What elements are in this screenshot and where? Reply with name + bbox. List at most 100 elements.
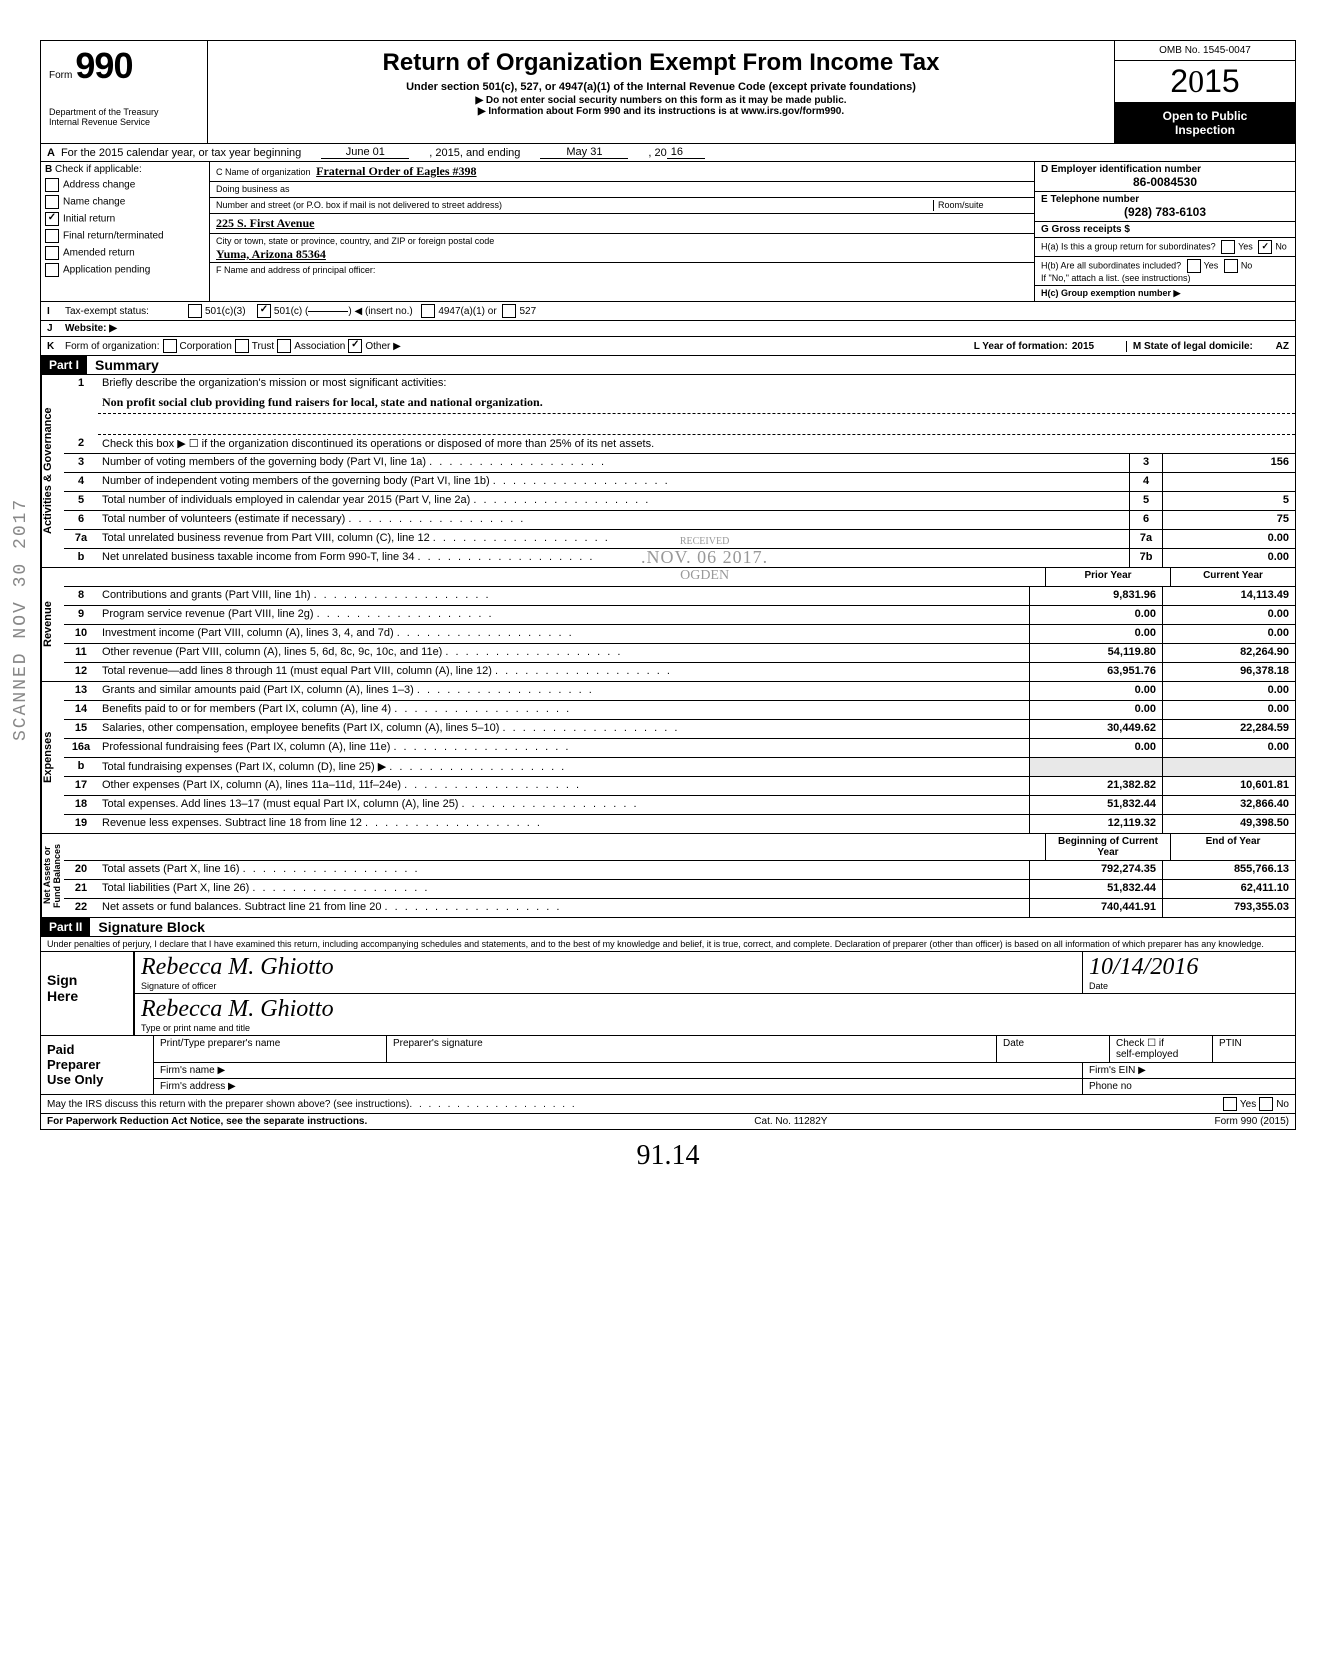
curr-val[interactable]: 0.00 [1162,625,1295,643]
trust-box[interactable] [235,339,249,353]
line-val[interactable]: 75 [1162,511,1295,529]
city-label: City or town, state or province, country… [216,236,494,246]
curr-val[interactable]: 49,398.50 [1162,815,1295,833]
col-c-org: C Name of organization Fraternal Order o… [210,162,1034,301]
prep-self-hdr: Check ☐ if self-employed [1110,1036,1213,1062]
ha-yes-box[interactable] [1221,240,1235,254]
irs-discuss-text: May the IRS discuss this return with the… [47,1099,409,1110]
corp-box[interactable] [163,339,177,353]
line-val[interactable] [1162,473,1295,491]
city-val[interactable]: Yuma, Arizona 85364 [216,247,326,261]
prior-val[interactable]: 12,119.32 [1029,815,1162,833]
row-k-formtype: K Form of organization: Corporation Trus… [41,337,1295,356]
assoc-box[interactable] [277,339,291,353]
other-box[interactable]: ✓ [348,339,362,353]
prior-val[interactable]: 0.00 [1029,739,1162,757]
line-text: Salaries, other compensation, employee b… [98,720,1029,738]
curr-val[interactable]: 0.00 [1162,682,1295,700]
irs-yes-box[interactable] [1223,1097,1237,1111]
cat-no: Cat. No. 11282Y [754,1116,827,1127]
check-namechange[interactable]: Name change [45,195,205,209]
f-label: F Name and address of principal officer: [216,265,375,275]
line-val[interactable]: 156 [1162,454,1295,472]
prior-val[interactable] [1029,758,1162,776]
row-j-website: J Website: ▶ [41,321,1295,337]
prior-val[interactable]: 0.00 [1029,606,1162,624]
4947-box[interactable] [421,304,435,318]
ein-val[interactable]: 86-0084530 [1041,175,1289,189]
curr-val[interactable]: 0.00 [1162,739,1295,757]
line-text: Number of voting members of the governin… [98,454,1129,472]
check-address[interactable]: Address change [45,178,205,192]
curr-val[interactable] [1162,758,1295,776]
501c-box[interactable]: ✓ [257,304,271,318]
line-text: Investment income (Part VIII, column (A)… [98,625,1029,643]
curr-val[interactable]: 0.00 [1162,701,1295,719]
officer-signature[interactable]: Rebecca M. Ghiotto [141,954,1076,981]
prior-val[interactable]: 0.00 [1029,701,1162,719]
curr-val[interactable]: 82,264.90 [1162,644,1295,662]
prior-val[interactable]: 21,382.82 [1029,777,1162,795]
mission-blank[interactable] [98,414,1295,435]
preparer-label: Paid Preparer Use Only [41,1036,153,1094]
street-val[interactable]: 225 S. First Avenue [216,216,314,230]
prior-val[interactable]: 51,832.44 [1029,880,1162,898]
state-domicile[interactable]: AZ [1276,341,1289,352]
handwritten-note: 91.14 [40,1140,1296,1172]
curr-val[interactable]: 62,411.10 [1162,880,1295,898]
prior-val[interactable]: 9,831.96 [1029,587,1162,605]
year-formation[interactable]: 2015 [1068,341,1126,352]
curr-val[interactable]: 10,601.81 [1162,777,1295,795]
row-21: 21 Total liabilities (Part X, line 26) 5… [64,880,1295,899]
curr-val[interactable]: 32,866.40 [1162,796,1295,814]
check-initial[interactable]: ✓Initial return [45,212,205,226]
hb-cell: H(b) Are all subordinates included? Yes … [1035,257,1295,286]
irs-no-box[interactable] [1259,1097,1273,1111]
line-box: 3 [1129,454,1162,472]
line-num: 4 [64,473,98,491]
prior-val[interactable]: 30,449.62 [1029,720,1162,738]
check-amended[interactable]: Amended return [45,246,205,260]
sig-date[interactable]: 10/14/2016 [1089,954,1289,981]
line-val[interactable]: 0.00 [1162,530,1295,548]
prior-val[interactable]: 792,274.35 [1029,861,1162,879]
line-text: Benefits paid to or for members (Part IX… [98,701,1029,719]
check-pending[interactable]: Application pending [45,263,205,277]
line-val[interactable]: 0.00 [1162,549,1295,567]
curr-val[interactable]: 22,284.59 [1162,720,1295,738]
hb-yes-box[interactable] [1187,259,1201,273]
curr-val[interactable]: 855,766.13 [1162,861,1295,879]
label-k: K [47,341,65,352]
prior-val[interactable]: 0.00 [1029,682,1162,700]
prior-val[interactable]: 0.00 [1029,625,1162,643]
row-22: 22 Net assets or fund balances. Subtract… [64,899,1295,917]
curr-val[interactable]: 96,378.18 [1162,663,1295,681]
501c3-box[interactable] [188,304,202,318]
ha-no-box[interactable]: ✓ [1258,240,1272,254]
line-text: Check this box ▶ ☐ if the organization d… [98,435,1295,453]
prior-val[interactable]: 51,832.44 [1029,796,1162,814]
curr-val[interactable]: 14,113.49 [1162,587,1295,605]
officer-name-print[interactable]: Rebecca M. Ghiotto [141,996,1289,1023]
mission-text[interactable]: Non profit social club providing fund ra… [98,393,1295,414]
prior-val[interactable]: 740,441.91 [1029,899,1162,917]
check-final[interactable]: Final return/terminated [45,229,205,243]
prior-val[interactable]: 63,951.76 [1029,663,1162,681]
line-val[interactable]: 5 [1162,492,1295,510]
end-date[interactable]: May 31 [540,146,628,159]
mission-label: Briefly describe the organization's miss… [98,375,1295,393]
phone-val[interactable]: (928) 783-6103 [1041,205,1289,219]
curr-val[interactable]: 0.00 [1162,606,1295,624]
curr-val[interactable]: 793,355.03 [1162,899,1295,917]
f-officer-cell: F Name and address of principal officer: [210,263,1034,301]
org-name[interactable]: Fraternal Order of Eagles #398 [316,164,476,178]
hb-no-box[interactable] [1224,259,1238,273]
end-year[interactable]: 16 [667,146,705,159]
gov-row-3: 3 Number of voting members of the govern… [64,454,1295,473]
begin-date[interactable]: June 01 [321,146,409,159]
signature-section: Under penalties of perjury, I declare th… [41,937,1295,1036]
527-box[interactable] [502,304,516,318]
row-8: 8 Contributions and grants (Part VIII, l… [64,587,1295,606]
prior-val[interactable]: 54,119.80 [1029,644,1162,662]
tax-exempt-label: Tax-exempt status: [65,306,185,317]
